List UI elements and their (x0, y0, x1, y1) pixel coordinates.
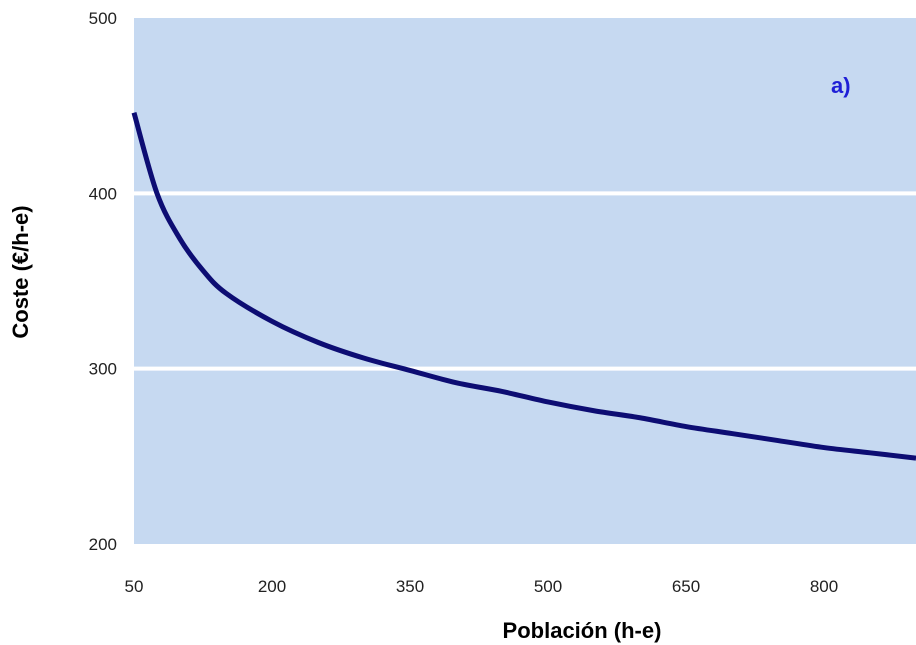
y-tick-label: 200 (89, 535, 117, 554)
chart-annotation: a) (831, 73, 851, 98)
y-axis-label: Coste (€/h-e) (8, 205, 33, 338)
x-axis-label: Población (h-e) (503, 618, 662, 643)
y-tick-label: 400 (89, 184, 117, 203)
x-tick-label: 200 (258, 577, 286, 596)
series-layer (131, 111, 916, 461)
series-line-0 (131, 111, 916, 461)
x-tick-label: 350 (396, 577, 424, 596)
y-axis-ticks: 200 300 400 500 (89, 9, 117, 554)
y-tick-label: 500 (89, 9, 117, 28)
gridlines (134, 191, 916, 371)
x-tick-label: 650 (672, 577, 700, 596)
x-tick-label: 50 (125, 577, 144, 596)
plot-area (134, 18, 916, 544)
x-tick-label: 800 (810, 577, 838, 596)
x-tick-label: 500 (534, 577, 562, 596)
y-tick-label: 300 (89, 360, 117, 379)
x-axis-ticks: 50 200 350 500 650 800 (125, 577, 839, 596)
